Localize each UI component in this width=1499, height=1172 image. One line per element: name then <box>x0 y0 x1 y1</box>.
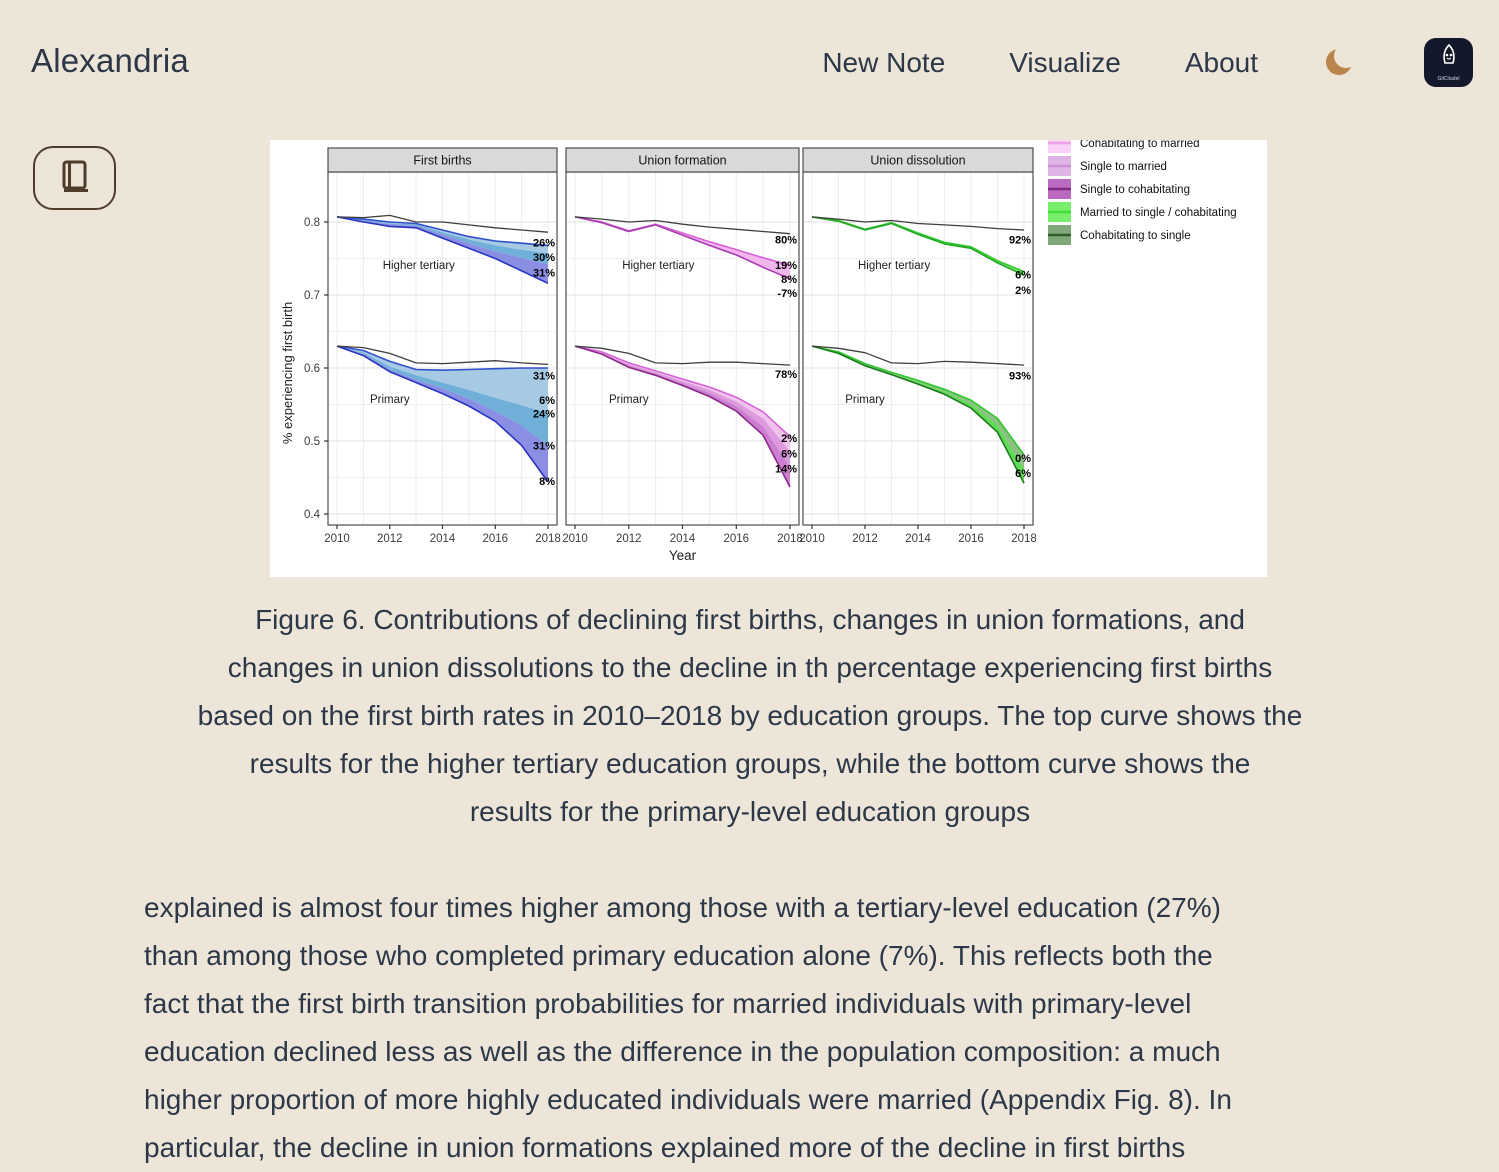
svg-text:Primary: Primary <box>370 394 410 406</box>
svg-text:2018: 2018 <box>535 533 561 545</box>
book-icon <box>56 159 94 198</box>
text-line: based on the first birth rates in 2010–2… <box>197 700 1303 731</box>
svg-text:31%: 31% <box>533 267 555 279</box>
svg-text:6%: 6% <box>539 395 555 407</box>
svg-text:2014: 2014 <box>430 533 456 545</box>
svg-text:6%: 6% <box>781 448 797 460</box>
svg-text:0.7: 0.7 <box>304 290 320 302</box>
svg-text:93%: 93% <box>1009 370 1031 382</box>
svg-text:6%: 6% <box>1015 270 1031 282</box>
svg-text:30%: 30% <box>533 252 555 264</box>
svg-text:2016: 2016 <box>483 533 509 545</box>
logo-text: GitCitadel <box>1437 75 1460 82</box>
svg-text:Cohabitating to single: Cohabitating to single <box>1080 230 1191 242</box>
svg-text:2014: 2014 <box>670 533 696 545</box>
theme-toggle-button[interactable] <box>1324 44 1358 81</box>
svg-text:Primary: Primary <box>845 394 885 406</box>
svg-text:-7%: -7% <box>777 288 797 300</box>
svg-text:2%: 2% <box>1015 285 1031 297</box>
text-line: particular, the decline in union formati… <box>144 1132 1186 1163</box>
svg-text:2014: 2014 <box>905 533 931 545</box>
text-line: higher proportion of more highly educate… <box>144 1084 1232 1115</box>
svg-text:Union formation: Union formation <box>638 154 726 168</box>
svg-text:2018: 2018 <box>1011 533 1037 545</box>
text-line: fact that the first birth transition pro… <box>144 988 1192 1019</box>
svg-text:0.6: 0.6 <box>304 363 320 375</box>
svg-text:Higher tertiary: Higher tertiary <box>383 260 455 272</box>
text-line: results for the higher tertiary educatio… <box>249 748 1251 779</box>
svg-text:2010: 2010 <box>324 533 350 545</box>
svg-text:31%: 31% <box>533 370 555 382</box>
svg-text:31%: 31% <box>533 440 555 452</box>
rocket-icon <box>1438 43 1460 75</box>
svg-text:Cohabitating to married: Cohabitating to married <box>1080 140 1200 150</box>
svg-text:19%: 19% <box>775 260 797 272</box>
article-paragraph: explained is almost four times higher am… <box>144 884 1394 1172</box>
svg-text:0.4: 0.4 <box>304 509 321 521</box>
svg-text:8%: 8% <box>781 274 797 286</box>
nav-visualize[interactable]: Visualize <box>1009 46 1121 78</box>
top-nav: New Note Visualize About GitCitadel <box>758 38 1473 87</box>
text-line: results for the primary-level education … <box>469 796 1031 827</box>
svg-text:2012: 2012 <box>377 533 403 545</box>
text-line: education declined less as well as the d… <box>144 1036 1221 1067</box>
svg-text:92%: 92% <box>1009 235 1031 247</box>
svg-text:Year: Year <box>669 548 697 563</box>
svg-text:2010: 2010 <box>799 533 825 545</box>
svg-text:8%: 8% <box>539 476 555 488</box>
svg-text:0.5: 0.5 <box>304 436 320 448</box>
svg-text:2016: 2016 <box>724 533 750 545</box>
svg-text:24%: 24% <box>533 408 555 420</box>
text-line: changes in union dissolutions to the dec… <box>227 652 1273 683</box>
svg-text:2018: 2018 <box>777 533 803 545</box>
svg-text:2012: 2012 <box>852 533 878 545</box>
svg-text:Single to cohabitating: Single to cohabitating <box>1080 184 1190 196</box>
svg-text:6%: 6% <box>1015 468 1031 480</box>
page: Alexandria New Note Visualize About <box>31 38 1473 1163</box>
svg-text:Higher tertiary: Higher tertiary <box>622 260 694 272</box>
nav-new-note[interactable]: New Note <box>822 46 946 78</box>
svg-text:% experiencing first birth: % experiencing first birth <box>280 302 295 444</box>
gitcitadel-logo[interactable]: GitCitadel <box>1424 38 1473 87</box>
figure-chart: Higher tertiary 26% 30% 31% Primary 31% 6% 24% 3… <box>270 140 1267 577</box>
svg-text:0.8: 0.8 <box>304 217 320 229</box>
svg-text:Married to single / cohabitati: Married to single / cohabitating <box>1080 207 1237 219</box>
svg-text:2%: 2% <box>781 433 797 445</box>
svg-text:0%: 0% <box>1015 453 1031 465</box>
svg-text:2016: 2016 <box>958 533 984 545</box>
text-line: than among those who completed primary e… <box>144 940 1213 971</box>
svg-text:Single to married: Single to married <box>1080 161 1167 173</box>
reader-mode-button[interactable] <box>33 146 116 210</box>
nav-about[interactable]: About <box>1184 46 1258 78</box>
text-line: Figure 6. Contributions of declining fir… <box>255 604 1245 635</box>
text-line: explained is almost four times higher am… <box>144 892 1221 923</box>
svg-text:Primary: Primary <box>609 394 649 406</box>
brand-title[interactable]: Alexandria <box>31 42 189 79</box>
svg-text:14%: 14% <box>775 464 797 476</box>
moon-icon <box>1324 44 1358 81</box>
svg-text:78%: 78% <box>775 369 797 381</box>
svg-text:2012: 2012 <box>616 533 642 545</box>
svg-text:Higher tertiary: Higher tertiary <box>858 260 930 272</box>
svg-text:2010: 2010 <box>562 533 588 545</box>
svg-text:Union dissolution: Union dissolution <box>870 154 965 168</box>
svg-text:First births: First births <box>413 154 471 168</box>
svg-text:80%: 80% <box>775 235 797 247</box>
figure-caption: Figure 6. Contributions of declining fir… <box>126 596 1374 836</box>
svg-text:26%: 26% <box>533 237 555 249</box>
